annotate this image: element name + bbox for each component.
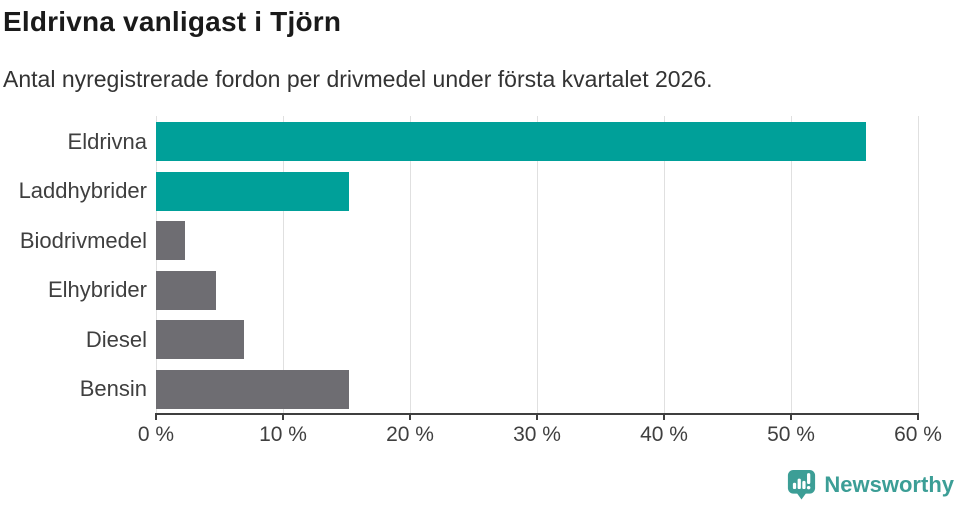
x-axis-tick-label: 10 %	[259, 423, 307, 446]
bar	[156, 221, 186, 261]
x-axis-tick	[155, 415, 157, 420]
gridline	[156, 116, 157, 414]
chart-row: Eldrivna	[0, 117, 960, 167]
category-label: Eldrivna	[67, 128, 147, 154]
newsworthy-logo[interactable]: Newsworthy	[787, 469, 954, 500]
x-axis-tick	[282, 415, 284, 420]
x-axis-ticks	[155, 415, 919, 420]
x-axis-line	[155, 413, 919, 415]
chart-row: Bensin	[0, 365, 960, 415]
gridline	[918, 116, 919, 414]
category-label: Biodrivmedel	[19, 227, 147, 253]
chart-row: Diesel	[0, 315, 960, 365]
x-axis-tick-labels: 0 % 10 % 20 % 30 % 40 % 50 % 60 %	[138, 423, 942, 449]
x-axis-tick-label: 20 %	[386, 423, 434, 446]
x-axis-tick	[409, 415, 411, 420]
bar-track	[156, 221, 918, 261]
chart-row: Elhybrider	[0, 266, 960, 316]
page-title: Eldrivna vanligast i Tjörn	[3, 6, 342, 37]
category-label: Diesel	[85, 326, 147, 352]
newsworthy-logo-icon	[788, 470, 816, 500]
category-label: Bensin	[79, 376, 147, 402]
x-axis-tick-label: 0 %	[137, 423, 175, 446]
gridline	[410, 116, 411, 414]
gridline	[664, 116, 665, 414]
x-axis-tick-label: 30 %	[513, 423, 561, 446]
x-axis-tick	[536, 415, 538, 420]
bar	[156, 320, 244, 360]
newsworthy-logo-text: Newsworthy	[824, 471, 954, 497]
x-axis-tick	[790, 415, 792, 420]
bar-track	[156, 369, 918, 409]
bar	[156, 270, 216, 310]
chart-row: Biodrivmedel	[0, 216, 960, 266]
gridline	[283, 116, 284, 414]
bar-track	[156, 270, 918, 310]
bar-rows: Eldrivna Laddhybrider Biodrivmedel Elhybrid…	[0, 117, 960, 414]
bar	[156, 171, 350, 211]
x-axis-tick-label: 50 %	[767, 423, 815, 446]
page-subtitle: Antal nyregistrerade fordon per drivmede…	[3, 66, 713, 92]
x-axis-tick-label: 60 %	[894, 423, 942, 446]
x-axis-tick-label: 40 %	[640, 423, 688, 446]
bar	[156, 369, 350, 409]
bar-track	[156, 171, 918, 211]
gridlines-layer	[156, 116, 919, 414]
category-label: Laddhybrider	[18, 178, 147, 204]
chart-row: Laddhybrider	[0, 167, 960, 217]
category-label: Elhybrider	[47, 277, 147, 303]
x-axis-tick	[917, 415, 919, 420]
bar-track	[156, 320, 918, 360]
bar-track	[156, 122, 918, 162]
gridline	[791, 116, 792, 414]
x-axis-tick	[663, 415, 665, 420]
bar	[156, 122, 866, 162]
gridline	[537, 116, 538, 414]
